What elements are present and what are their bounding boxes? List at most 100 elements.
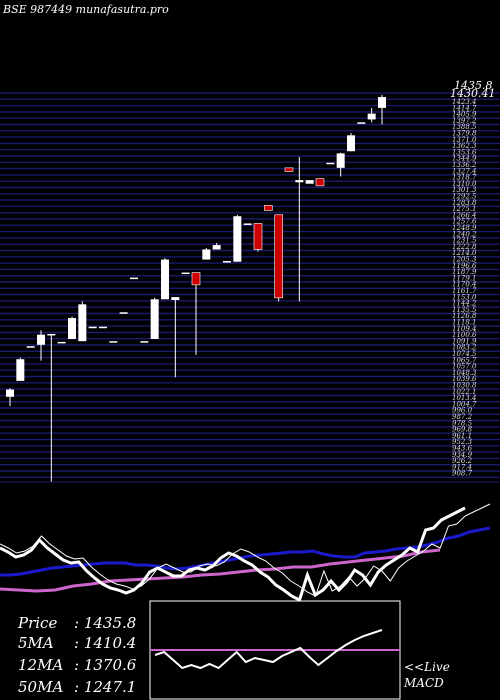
candlestick-series (6, 94, 386, 482)
candle (47, 333, 56, 482)
macd-signal-line (0, 548, 441, 593)
stat-value: : 1435.8 (74, 614, 137, 632)
candle-body (326, 162, 335, 165)
stat-12ma: 12MA: 1370.6 (18, 656, 136, 674)
stat-5ma: 5MA : 1410.4 (18, 634, 136, 652)
price-tick-label: 1310.0 (452, 180, 477, 188)
candle (336, 152, 345, 177)
candle (16, 357, 25, 381)
candle (26, 346, 35, 348)
stat-50ma: 50MA: 1247.1 (18, 678, 136, 696)
price-tick-label: 1266.4 (452, 211, 477, 219)
price-tick-label: 1301.3 (452, 186, 477, 194)
candle-body (16, 359, 25, 381)
price-tick-label: 1248.9 (452, 224, 477, 232)
candle-body (150, 299, 159, 339)
price-tick-label: 1153.0 (452, 293, 477, 301)
candle (119, 312, 128, 314)
price-tick-label: 1353.6 (452, 148, 477, 156)
price-tick-label: 1205.3 (452, 256, 477, 264)
candle-body (78, 304, 87, 342)
price-tick-label: 1144.2 (452, 300, 477, 308)
candle (202, 248, 211, 260)
price-tick-label: 1214.0 (452, 249, 477, 257)
candle-body (295, 180, 304, 183)
price-tick-label: 934.9 (452, 451, 473, 459)
candle-body (191, 272, 201, 286)
price-tick-label: 1423.4 (452, 98, 477, 106)
price-tick-label: 1109.4 (452, 325, 477, 333)
price-tick-label: 1222.8 (452, 243, 477, 251)
candle-body (253, 223, 263, 250)
candle (130, 277, 138, 280)
candle (37, 330, 45, 361)
candle (150, 297, 159, 339)
price-tick-label: 943.6 (452, 445, 473, 453)
candle-body (119, 312, 128, 314)
stat-label: 50MA (18, 678, 64, 696)
live-label: <<Live (404, 660, 450, 674)
price-tick-label: 1126.8 (452, 312, 477, 320)
candle-body (243, 223, 252, 225)
price-tick-label: 1231.5 (452, 237, 477, 245)
live-macd-label: <<Live MACD (404, 659, 450, 691)
candle (109, 341, 118, 343)
candle-body (212, 245, 221, 250)
candle (264, 205, 273, 211)
macd-label: MACD (404, 676, 444, 690)
price-axis-labels: 1435.81430.411423.41414.71405.91397.2138… (450, 79, 496, 478)
candle (88, 326, 97, 329)
price-tick-label: 969.8 (452, 426, 473, 434)
candle (274, 214, 283, 302)
candle-body (26, 346, 35, 348)
price-tick-label: 1371.0 (452, 136, 477, 144)
price-tick-label: 1161.7 (452, 287, 477, 295)
price-tick-label: 996.0 (452, 407, 473, 415)
candle (253, 223, 263, 252)
stat-value: : 1410.4 (74, 634, 137, 652)
candle-body (284, 167, 294, 172)
price-tick-label: 987.2 (452, 413, 473, 421)
stat-label: 5MA (18, 634, 54, 652)
stat-value: : 1370.6 (74, 656, 137, 674)
candle (212, 242, 221, 250)
price-tick-label: 961.1 (452, 432, 472, 440)
last-price-label: 1435.8 (454, 79, 493, 92)
price-tick-label: 1344.9 (452, 155, 477, 163)
candle (315, 178, 325, 187)
price-tick-label: 1048.3 (452, 369, 477, 377)
price-tick-label: 1083.2 (452, 344, 477, 352)
candle-body (37, 334, 45, 345)
price-tick-label: 1196.6 (452, 262, 477, 270)
price-tick-label: 1283.8 (452, 199, 477, 207)
candle-body (223, 261, 231, 263)
candle-body (109, 341, 118, 343)
candle-body (140, 341, 149, 343)
price-tick-label: 1292.5 (452, 193, 477, 201)
histogram-line (0, 503, 491, 597)
price-tick-label: 1257.6 (452, 218, 477, 226)
price-tick-label: 908.7 (452, 470, 473, 478)
price-tick-label: 1065.7 (452, 356, 477, 364)
candle-body (6, 389, 14, 397)
candle (57, 341, 66, 344)
candle-body (347, 135, 355, 152)
candle-body (171, 297, 180, 300)
price-tick-label: 1327.4 (452, 167, 477, 175)
candle-body (161, 259, 169, 300)
candle-body (181, 272, 190, 275)
price-tick-label: 1170.4 (452, 281, 477, 289)
candle (357, 122, 366, 124)
candle (6, 388, 14, 407)
second-price-label: 1430.41 (450, 87, 496, 100)
price-tick-label: 1091.9 (452, 337, 477, 345)
candle (181, 272, 190, 275)
candle-body (336, 153, 345, 168)
price-tick-label: 1022.1 (452, 388, 477, 396)
stat-price: Price: 1435.8 (18, 614, 136, 632)
candle (99, 326, 107, 329)
price-tick-label: 1405.9 (452, 111, 477, 119)
candle-body (233, 216, 242, 262)
price-tick-label: 978.5 (452, 419, 473, 427)
